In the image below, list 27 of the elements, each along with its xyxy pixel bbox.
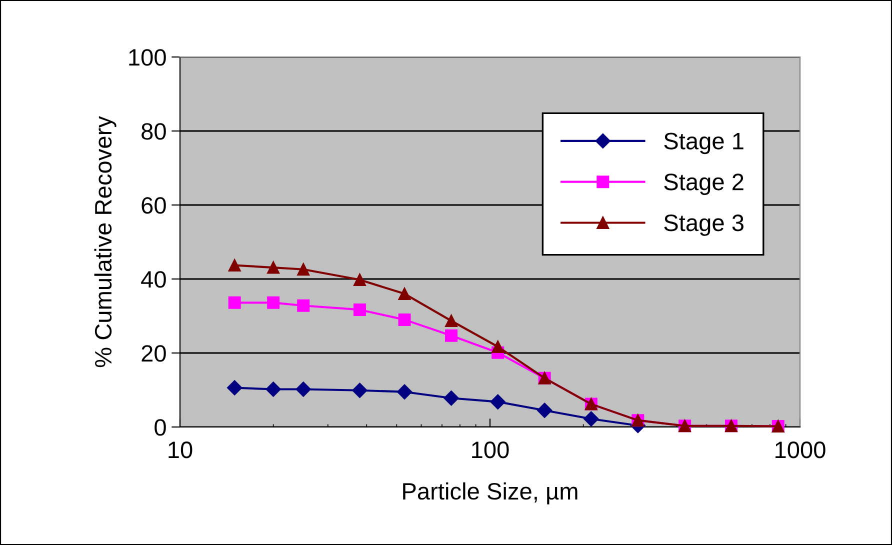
point [490,394,506,410]
point [445,329,458,342]
x-tick-label: 100 [472,442,509,458]
legend-label: Stage 1 [664,132,744,154]
point [492,340,504,353]
legend-label: Stage 2 [664,174,744,196]
point [352,382,368,398]
x-axis-title: Particle Size, µm [403,482,578,504]
y-axis-title: % Cumulative Recovery [94,116,116,368]
legend-label: Stage 3 [664,214,744,236]
y-tick-label: 60 [142,197,166,214]
point [537,402,552,418]
y-tick-label: 20 [142,345,166,362]
point [353,303,366,316]
point [584,411,599,426]
point [445,314,458,328]
x-tick-label: 1000 [776,442,826,458]
y-tick-label: 0 [154,419,166,436]
y-tick-label: 40 [141,271,166,288]
x-tick-label: 10 [168,442,192,458]
point [398,313,411,326]
point [398,288,411,300]
point [444,390,459,406]
y-tick-label: 100 [129,49,166,66]
point [396,384,412,400]
y-tick-label: 80 [142,123,166,140]
point [353,273,366,286]
